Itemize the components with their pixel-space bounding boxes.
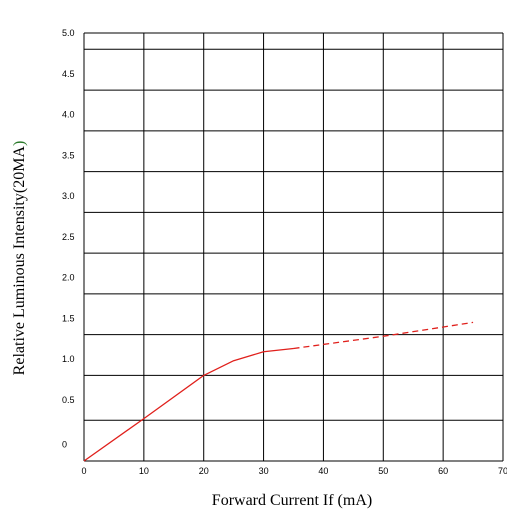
y-tick-label: 2.0 (62, 273, 75, 283)
x-tick-labels: 0 10 20 30 40 50 60 70 (81, 466, 507, 476)
y-tick-label: 1.5 (62, 313, 75, 323)
y-tick-label: 3.0 (62, 191, 75, 201)
x-axis-label: Forward Current If (mA) (212, 492, 372, 509)
y-tick-labels: 0 0.5 1.0 1.5 2.0 2.5 3.0 3.5 4.0 4.5 5.0 (62, 28, 75, 450)
x-tick-label: 40 (318, 466, 328, 476)
x-tick-label: 10 (139, 466, 149, 476)
y-tick-label: 0.5 (62, 395, 75, 405)
y-axis-label-paren: ) (11, 141, 28, 146)
x-tick-label: 0 (81, 466, 86, 476)
y-tick-label: 4.5 (62, 69, 75, 79)
series-line-dashed (293, 321, 474, 350)
y-axis-label-main: Relative Luminous Intensity(20MA (11, 146, 28, 376)
x-tick-label: 70 (498, 466, 507, 476)
chart-series (83, 321, 474, 462)
y-tick-label: 3.5 (62, 150, 75, 160)
y-tick-label: 2.5 (62, 232, 75, 242)
y-tick-label: 1.0 (62, 354, 75, 364)
x-tick-label: 20 (199, 466, 209, 476)
y-axis-label: Relative Luminous Intensity(20MA) (11, 141, 28, 376)
chart-grid (83, 32, 504, 462)
x-tick-label: 30 (259, 466, 269, 476)
series-line-solid (83, 347, 294, 462)
y-tick-label: 0 (62, 440, 67, 450)
y-tick-label: 4.0 (62, 110, 75, 120)
x-tick-label: 50 (378, 466, 388, 476)
x-tick-label: 60 (438, 466, 448, 476)
y-tick-label: 5.0 (62, 28, 75, 38)
